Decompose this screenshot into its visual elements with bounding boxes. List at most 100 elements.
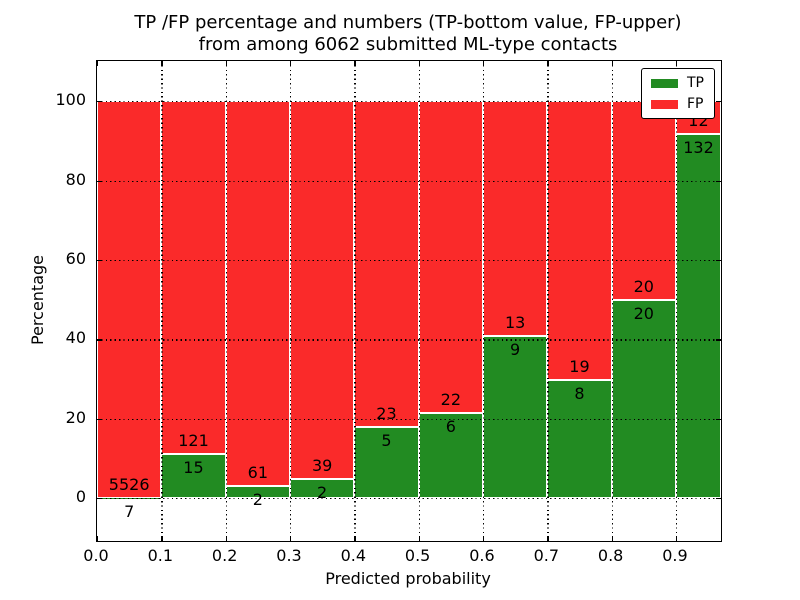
x-tick-label: 0.6 (469, 546, 495, 565)
bar-tp-count: 20 (633, 303, 654, 323)
bar-tp-count: 8 (574, 384, 585, 404)
gridline-vertical (225, 61, 227, 541)
x-tick-label: 0.8 (597, 546, 624, 565)
bar-tp-count: 2 (317, 482, 328, 502)
bar-fp-segment (289, 101, 355, 479)
bars-layer (97, 61, 721, 541)
bar-fp-count: 22 (440, 390, 461, 410)
y-axis-tick-right (716, 498, 721, 500)
x-axis-tick-top (289, 61, 292, 66)
x-axis-tick (611, 536, 613, 541)
bar-tp-count: 6 (445, 417, 456, 437)
x-tick-label: 0.2 (211, 546, 238, 565)
ticks-layer (97, 61, 721, 541)
y-axis-tick (97, 418, 102, 420)
bar-tp-count: 9 (510, 339, 521, 359)
bar-fp-count: 5526 (108, 474, 150, 494)
bar-fp-segment (97, 101, 162, 498)
y-axis-label: Percentage (28, 255, 47, 346)
bar-fp-count: 19 (569, 357, 590, 377)
legend-label: TP (687, 75, 704, 91)
x-axis-tick-top (97, 61, 99, 66)
chart-title: TP /FP percentage and numbers (TP-bottom… (96, 12, 720, 56)
bar-tp-segment (675, 134, 721, 499)
y-tick-label: 100 (55, 90, 86, 110)
y-axis-tick-right (716, 101, 721, 103)
y-axis-tick (97, 498, 102, 500)
bar-tp-segment (611, 299, 676, 499)
bar-fp-segment (161, 101, 226, 455)
gridline-horizontal (97, 418, 721, 420)
gridline-vertical (289, 61, 292, 541)
gridline-vertical (354, 61, 356, 541)
bar-tp-segment (547, 380, 612, 499)
x-axis-tick (97, 536, 99, 541)
x-axis-tick-top (354, 61, 356, 66)
bar-fp-count: 61 (247, 462, 268, 482)
bar-tp-count: 7 (124, 501, 135, 521)
bar-fp-segment (547, 101, 612, 381)
x-tick-label: 0.7 (533, 546, 560, 565)
bar-tp-count: 132 (683, 138, 714, 158)
y-axis-tick (97, 180, 102, 182)
gridline-vertical (547, 61, 549, 541)
gridline-vertical (482, 61, 485, 541)
gridline-horizontal (97, 339, 721, 341)
x-tick-label: 0.5 (404, 546, 431, 565)
x-axis-tick (289, 536, 292, 541)
x-axis-tick (354, 536, 356, 541)
gridline-vertical (675, 61, 678, 541)
x-tick-label: 0.3 (276, 546, 302, 565)
bar-tp-segment (482, 335, 548, 499)
y-tick-label: 60 (65, 248, 86, 268)
legend-swatch-tp-icon (651, 78, 678, 88)
legend-swatch-fp-icon (651, 99, 678, 109)
x-axis-tick (418, 536, 420, 541)
bar-tp-segment (97, 497, 162, 499)
y-axis-tick-right (716, 180, 721, 182)
x-axis-tick-top (675, 61, 678, 66)
chart-title-line2: from among 6062 submitted ML-type contac… (198, 34, 618, 55)
x-tick-label: 0.9 (662, 546, 688, 565)
x-tick-label: 0.4 (340, 546, 367, 565)
y-tick-label: 40 (65, 328, 86, 348)
x-axis-tick-top (161, 61, 163, 66)
gridline-horizontal (97, 259, 721, 262)
bar-fp-count: 39 (311, 455, 333, 475)
bar-fp-count: 23 (376, 404, 397, 424)
x-axis-label: Predicted probability (325, 569, 491, 588)
gridline-vertical (611, 61, 613, 541)
legend: TP FP (641, 68, 715, 119)
x-tick-label: 0.0 (83, 546, 109, 565)
plot-area: 5526 7 121 15 61 2 39 2 23 5 22 6 13 9 19 8 20 20 12 132 TP… (96, 60, 722, 542)
chart-title-line1: TP /FP percentage and numbers (TP-bottom… (134, 12, 682, 33)
bar-tp-count: 2 (252, 489, 263, 509)
grid-layer (97, 61, 721, 541)
y-tick-label: 80 (65, 169, 86, 189)
gridline-horizontal (97, 180, 721, 182)
legend-label: FP (687, 96, 704, 112)
gridline-vertical (418, 61, 420, 541)
x-axis-tick (482, 536, 485, 541)
x-axis-tick (225, 536, 227, 541)
x-axis-tick (675, 536, 678, 541)
x-axis-tick-top (225, 61, 227, 66)
labels-layer: 5526 7 121 15 61 2 39 2 23 5 22 6 13 9 19 8 20 20 12 132 (97, 61, 721, 541)
gridline-horizontal (97, 498, 721, 500)
bar-tp-count: 5 (381, 431, 392, 451)
bar-tp-segment (161, 454, 226, 499)
bar-tp-count: 15 (183, 458, 204, 478)
legend-item-fp: FP (651, 97, 704, 111)
x-tick-label: 0.1 (147, 546, 174, 565)
bar-fp-segment (225, 101, 290, 486)
y-axis-tick (97, 339, 102, 341)
y-axis-tick (97, 259, 102, 262)
y-axis-tick-right (716, 339, 721, 341)
bar-fp-count: 20 (633, 276, 654, 296)
x-axis-tick-top (418, 61, 420, 66)
gridline-horizontal (97, 101, 721, 103)
x-axis-tick-top (482, 61, 485, 66)
y-axis-tick-right (716, 418, 721, 420)
legend-item-tp: TP (651, 76, 704, 90)
